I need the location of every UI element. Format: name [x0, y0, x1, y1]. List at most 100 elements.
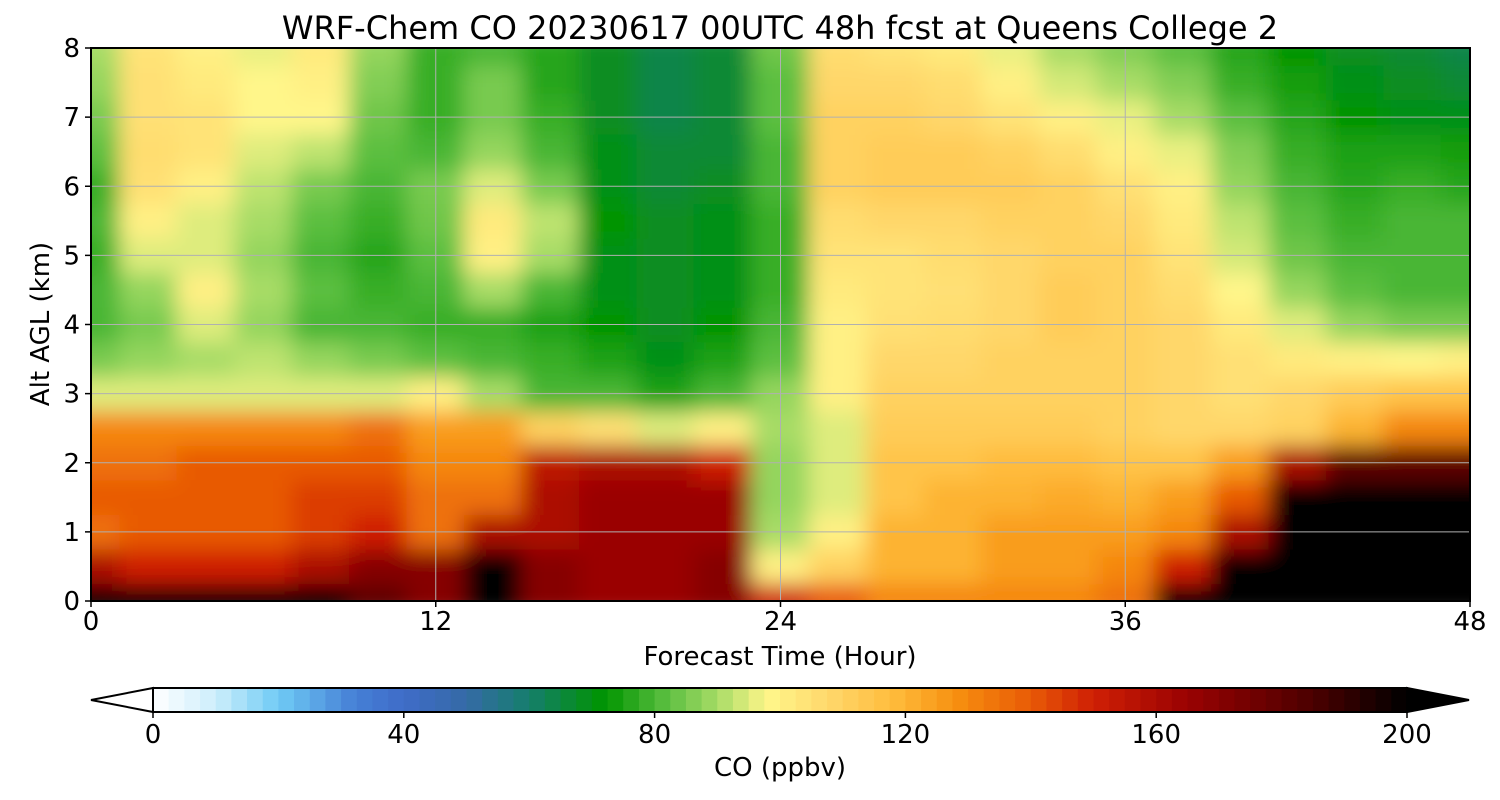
- heatmap-cell: [808, 479, 868, 516]
- heatmap-cell: [866, 548, 925, 585]
- heatmap-cell: [923, 203, 983, 239]
- x-axis-ticks: 0 12 24 36 48: [83, 601, 1487, 637]
- heatmap-cell: [1153, 548, 1212, 585]
- heatmap-cell: [234, 548, 293, 585]
- heatmap-cell: [176, 583, 236, 601]
- x-tick-label: 36: [1109, 607, 1142, 637]
- colorbar-block: [1218, 688, 1236, 712]
- colorbar-block: [685, 688, 703, 712]
- heatmap-cell: [808, 272, 868, 308]
- heatmap-cell: [119, 341, 178, 377]
- heatmap-cell: [578, 479, 638, 516]
- colorbar-block: [247, 688, 264, 712]
- heatmap-cell: [1383, 203, 1442, 239]
- colorbar-block: [1030, 688, 1048, 712]
- colorbar-block: [1124, 688, 1142, 712]
- colorbar-block: [811, 688, 828, 712]
- colorbar-block: [184, 688, 201, 712]
- heatmap-cell: [176, 272, 236, 308]
- colorbar-block: [968, 688, 985, 712]
- colorbar-block: [1297, 688, 1314, 712]
- heatmap-cell: [119, 479, 178, 516]
- heatmap-cell: [808, 64, 868, 101]
- x-tick-label: 24: [764, 607, 797, 637]
- heatmap-cell: [291, 272, 351, 308]
- heatmap-cell: [1383, 341, 1442, 377]
- colorbar-block: [1391, 688, 1408, 712]
- heatmap-cell: [291, 64, 351, 101]
- heatmap-cell: [91, 133, 121, 170]
- heatmap-cell: [463, 272, 523, 308]
- heatmap-cell: [176, 548, 236, 585]
- colorbar-block: [623, 688, 640, 712]
- colorbar-block: [936, 688, 954, 712]
- heatmap-cell: [1210, 548, 1270, 585]
- colorbar-block: [482, 688, 499, 712]
- heatmap-cell: [1268, 203, 1327, 239]
- heatmap-cell: [1440, 583, 1470, 601]
- heatmap-cell: [1383, 548, 1442, 585]
- colorbar-block: [1015, 688, 1032, 712]
- colorbar-block: [1203, 688, 1220, 712]
- y-tick-label: 2: [63, 449, 80, 479]
- colorbar-block: [748, 688, 765, 712]
- heatmap-cell: [808, 341, 868, 377]
- heatmap-cell: [1440, 479, 1470, 516]
- heatmap-cell: [923, 48, 983, 66]
- colorbar-block: [1046, 688, 1063, 712]
- colorbar-block: [278, 688, 295, 712]
- colorbar-block: [544, 688, 562, 712]
- heatmap-cell: [636, 133, 695, 170]
- heatmap-cell: [923, 548, 983, 585]
- heatmap-cell: [981, 548, 1040, 585]
- heatmap-cell: [521, 272, 580, 308]
- heatmap-cell: [1268, 583, 1327, 601]
- heatmap-cell: [119, 64, 178, 101]
- colorbar-block: [341, 688, 358, 712]
- colorbar-tick-label: 160: [1131, 720, 1181, 750]
- colorbar-block: [670, 688, 687, 712]
- heatmap-cell: [349, 272, 408, 308]
- colorbar-block: [576, 688, 593, 712]
- heatmap-cell: [693, 548, 753, 585]
- chart-title: WRF-Chem CO 20230617 00UTC 48h fcst at Q…: [282, 9, 1278, 47]
- heatmap-cell: [1325, 341, 1385, 377]
- colorbar-block: [1187, 688, 1204, 712]
- heatmap-cell: [91, 272, 121, 308]
- colorbar-block: [764, 688, 781, 712]
- colorbar-block: [1344, 688, 1361, 712]
- colorbar-block: [560, 688, 577, 712]
- heatmap-cell: [91, 48, 121, 66]
- heatmap-cell: [463, 410, 523, 446]
- heatmap-cell: [1325, 410, 1385, 446]
- colorbar-block: [1234, 688, 1251, 712]
- heatmap-cell: [866, 203, 925, 239]
- heatmap-cell: [981, 583, 1040, 601]
- colorbar-under-arrow: [90, 686, 154, 714]
- heatmap-cell: [234, 203, 293, 239]
- heatmap-cell: [463, 583, 523, 601]
- heatmap-cell: [521, 48, 580, 66]
- colorbar-block: [215, 688, 232, 712]
- colorbar-block: [450, 688, 468, 712]
- heatmap-cell: [234, 272, 293, 308]
- heatmap-cell: [349, 341, 408, 377]
- heatmap-cell: [91, 583, 121, 601]
- heatmap-cell: [119, 410, 178, 446]
- heatmap-cell: [808, 410, 868, 446]
- heatmap-cell: [1325, 479, 1385, 516]
- colorbar-tick-label: 120: [881, 720, 931, 750]
- colorbar-block: [497, 688, 515, 712]
- heatmap-cell: [234, 133, 293, 170]
- colorbar-block: [1062, 688, 1079, 712]
- colorbar-block: [732, 688, 750, 712]
- heatmap-cell: [923, 479, 983, 516]
- heatmap-cell: [866, 48, 925, 66]
- heatmap-cell: [1038, 203, 1098, 239]
- heatmap-cell: [521, 548, 580, 585]
- heatmap-cell: [291, 583, 351, 601]
- heatmap-cell: [636, 548, 695, 585]
- heatmap-cell: [1383, 133, 1442, 170]
- heatmap-cell: [923, 64, 983, 101]
- colorbar-block: [889, 688, 906, 712]
